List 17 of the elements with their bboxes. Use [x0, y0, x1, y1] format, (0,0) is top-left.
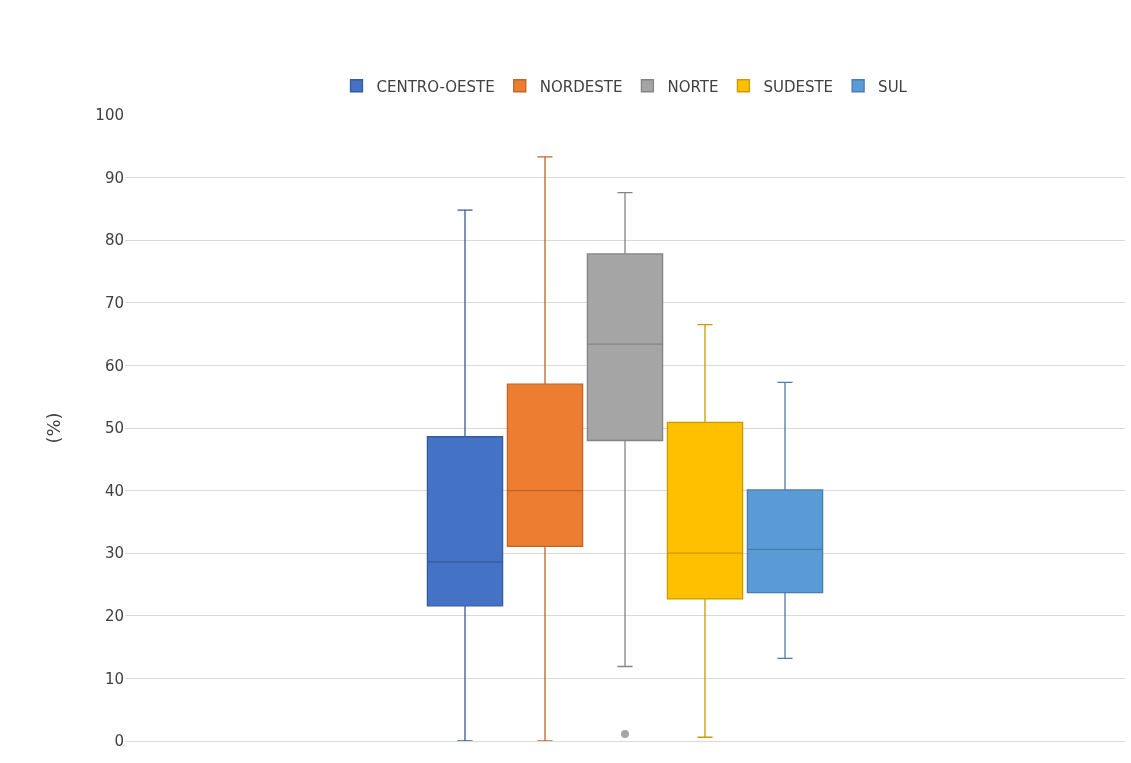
y-tick-label: 80: [104, 231, 124, 250]
y-tick-label: 40: [104, 481, 124, 500]
legend-label: SUDESTE: [763, 77, 834, 96]
y-tick-label: 70: [104, 294, 124, 313]
y-axis-title: (%): [42, 412, 64, 444]
y-tick-label: 50: [104, 419, 124, 438]
legend-label: NORDESTE: [539, 77, 623, 96]
y-tick-label: 10: [104, 669, 124, 688]
y-tick-label: 20: [104, 607, 124, 626]
legend-label: SUL: [878, 77, 908, 96]
y-tick-label: 90: [104, 168, 124, 187]
legend-label: CENTRO-OESTE: [376, 77, 495, 96]
y-tick-label: 100: [95, 106, 124, 125]
y-tick-label: 30: [104, 544, 124, 563]
legend-label: NORTE: [667, 77, 719, 96]
y-tick-label: 60: [104, 356, 124, 375]
y-tick-label: 0: [114, 732, 124, 751]
